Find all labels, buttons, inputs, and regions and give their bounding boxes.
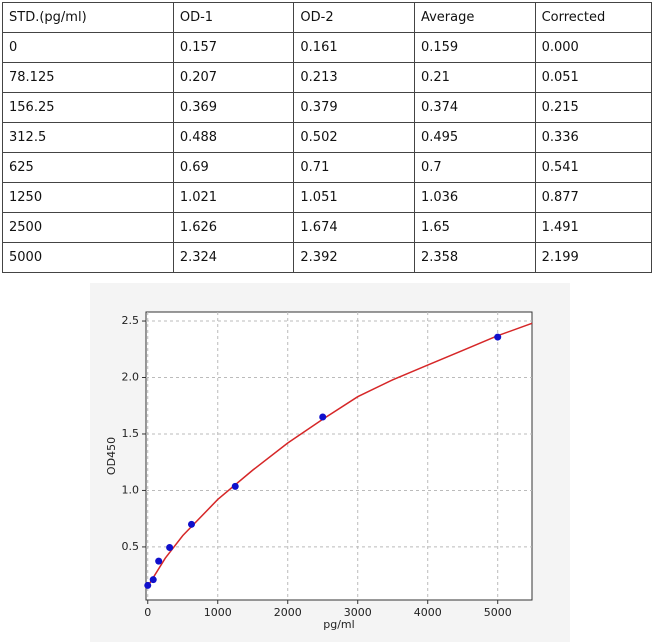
table-cell: 0.379 [293, 92, 415, 123]
table-cell: Average [413, 2, 536, 33]
y-tick-label: 2.5 [122, 314, 140, 327]
table-cell: 0.71 [293, 152, 415, 183]
y-tick-label: 2.0 [122, 371, 140, 384]
data-point [319, 413, 327, 421]
table-cell: 2500 [2, 212, 174, 243]
table-cell: 1.021 [172, 182, 295, 213]
table-cell: 0.207 [172, 62, 295, 93]
x-tick-label: 2000 [274, 606, 302, 619]
data-point [494, 333, 502, 341]
table-cell: 1.051 [293, 182, 415, 213]
table-cell: Corrected [534, 2, 653, 33]
table-row: 5000 2.324 2.392 2.358 2.199 [2, 242, 653, 273]
table-cell: 78.125 [2, 62, 174, 93]
table-cell: 0.21 [413, 62, 536, 93]
table-row: STD.(pg/ml) OD-1 OD-2 Average Corrected [2, 2, 653, 33]
data-point [149, 576, 157, 584]
x-axis-label: pg/ml [323, 618, 354, 631]
table-cell: 0.374 [413, 92, 536, 123]
x-tick-label: 0 [144, 606, 151, 619]
x-tick-label: 3000 [344, 606, 372, 619]
table-row: 625 0.69 0.71 0.7 0.541 [2, 152, 653, 183]
plot-area [145, 311, 533, 601]
table-row: 156.25 0.369 0.379 0.374 0.215 [2, 92, 653, 123]
table-cell: 1.674 [293, 212, 415, 243]
table-cell: 312.5 [2, 122, 174, 153]
table-cell: 1.65 [413, 212, 536, 243]
x-tick-label: 1000 [204, 606, 232, 619]
table-cell: 2.199 [534, 242, 653, 273]
table-cell: 0.877 [534, 182, 653, 213]
table-cell: 0.157 [172, 32, 295, 63]
table-cell: 0.541 [534, 152, 653, 183]
table-row: 312.5 0.488 0.502 0.495 0.336 [2, 122, 653, 153]
table-cell: 0.213 [293, 62, 415, 93]
table-cell: 0.159 [413, 32, 536, 63]
table-cell: 1250 [2, 182, 174, 213]
x-tick-label: 5000 [484, 606, 512, 619]
table-cell: 0.336 [534, 122, 653, 153]
table-row: 2500 1.626 1.674 1.65 1.491 [2, 212, 653, 243]
table-row: 78.125 0.207 0.213 0.21 0.051 [2, 62, 653, 93]
table-cell: 2.392 [293, 242, 415, 273]
table-cell: 1.491 [534, 212, 653, 243]
data-table: STD.(pg/ml) OD-1 OD-2 Average Corrected 0 0.15… [2, 2, 653, 273]
table-cell: 2.358 [413, 242, 536, 273]
data-point [155, 557, 163, 565]
table-cell: OD-2 [293, 2, 415, 33]
data-point [231, 482, 239, 490]
table-cell: 0.051 [534, 62, 653, 93]
table-cell: 0.502 [293, 122, 415, 153]
table-cell: 5000 [2, 242, 174, 273]
table-cell: 0.495 [413, 122, 536, 153]
y-tick-label: 1.5 [122, 427, 140, 440]
table-cell: STD.(pg/ml) [2, 2, 174, 33]
data-point [187, 520, 195, 528]
table-cell: OD-1 [172, 2, 295, 33]
data-point [166, 543, 174, 551]
table-row: 0 0.157 0.161 0.159 0.000 [2, 32, 653, 63]
data-point [144, 581, 152, 589]
table-cell: 0.215 [534, 92, 653, 123]
table-cell: 156.25 [2, 92, 174, 123]
table-cell: 625 [2, 152, 174, 183]
y-tick-label: 0.5 [122, 540, 140, 553]
table-row: 1250 1.021 1.051 1.036 0.877 [2, 182, 653, 213]
x-tick-label: 4000 [414, 606, 442, 619]
table-cell: 2.324 [172, 242, 295, 273]
table-cell: 0.7 [413, 152, 536, 183]
chart: pg/ml OD450 0 1000 2000 3000 4000 5000 0.5 1.0 1… [90, 283, 570, 642]
table-cell: 0.000 [534, 32, 653, 63]
table-cell: 0.69 [172, 152, 295, 183]
y-tick-label: 1.0 [122, 483, 140, 496]
table-cell: 0 [2, 32, 174, 63]
y-axis-label: OD450 [105, 437, 118, 475]
table-cell: 0.488 [172, 122, 295, 153]
table-cell: 1.626 [172, 212, 295, 243]
table-cell: 0.161 [293, 32, 415, 63]
table-cell: 0.369 [172, 92, 295, 123]
table-cell: 1.036 [413, 182, 536, 213]
